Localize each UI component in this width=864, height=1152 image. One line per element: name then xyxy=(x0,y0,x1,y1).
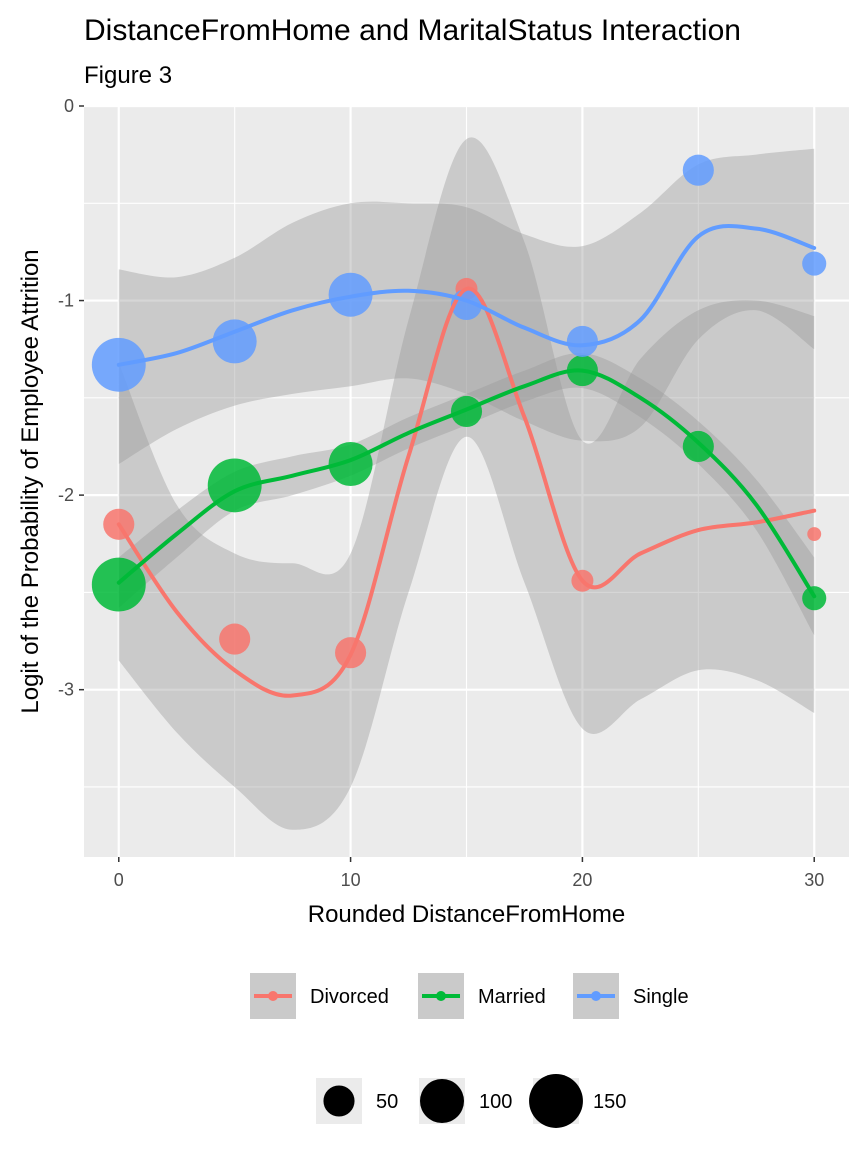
fit-line-divorced xyxy=(116,286,817,698)
legend-item-married: Married xyxy=(418,973,546,1019)
size-legend-dot xyxy=(323,1085,355,1117)
size-legend-item-150: 150 xyxy=(529,1074,626,1128)
size-legend-label: 100 xyxy=(479,1091,512,1113)
size-legend-label: 150 xyxy=(593,1091,626,1113)
confidence-band-divorced xyxy=(118,137,815,830)
axes: 0 -1 -2 -3 0 10 20 30 xyxy=(58,96,824,890)
size-legend-dot xyxy=(420,1079,464,1123)
point-single xyxy=(212,319,257,364)
size-legend-label: 50 xyxy=(376,1091,398,1113)
fit-line-single xyxy=(116,223,817,367)
point-divorced xyxy=(807,527,822,541)
point-single xyxy=(802,251,827,276)
chart-subtitle: Figure 3 xyxy=(84,62,172,89)
y-axis-title: Logit of the Probability of Employee Att… xyxy=(17,249,44,713)
plot-panel xyxy=(84,104,849,857)
y-tick-label: 0 xyxy=(64,96,74,116)
chart-title: DistanceFromHome and MaritalStatus Inter… xyxy=(84,14,741,47)
x-tick-label: 20 xyxy=(572,870,592,890)
point-single xyxy=(566,325,598,357)
point-single xyxy=(682,154,714,186)
legend-item-divorced: Divorced xyxy=(250,973,389,1019)
legend-item-single: Single xyxy=(573,973,689,1019)
y-tick-label: -2 xyxy=(58,485,74,505)
y-tick-label: -3 xyxy=(58,680,74,700)
size-legend-item-50: 50 xyxy=(316,1078,398,1124)
y-tick-label: -1 xyxy=(58,291,74,311)
size-legend-dot xyxy=(529,1074,583,1128)
smooth-lines xyxy=(116,223,817,698)
legend-size: 50 100 150 xyxy=(316,1074,626,1128)
legend-label: Married xyxy=(478,986,546,1008)
point-divorced xyxy=(219,623,251,655)
point-married xyxy=(682,430,714,463)
grid-lines xyxy=(84,104,849,857)
legend-key-point xyxy=(591,991,601,1001)
legend-marital-status: Divorced Married Single xyxy=(250,973,689,1019)
legend-label: Single xyxy=(633,986,689,1008)
x-axis-title: Rounded DistanceFromHome xyxy=(308,901,625,928)
legend-key-point xyxy=(436,991,446,1001)
size-legend-item-100: 100 xyxy=(419,1078,512,1124)
point-married xyxy=(328,441,373,486)
x-tick-label: 10 xyxy=(341,870,361,890)
legend-label: Divorced xyxy=(310,986,389,1008)
fit-line-married xyxy=(116,368,817,599)
x-tick-label: 0 xyxy=(114,870,124,890)
x-tick-label: 30 xyxy=(804,870,824,890)
legend-key-point xyxy=(268,991,278,1001)
